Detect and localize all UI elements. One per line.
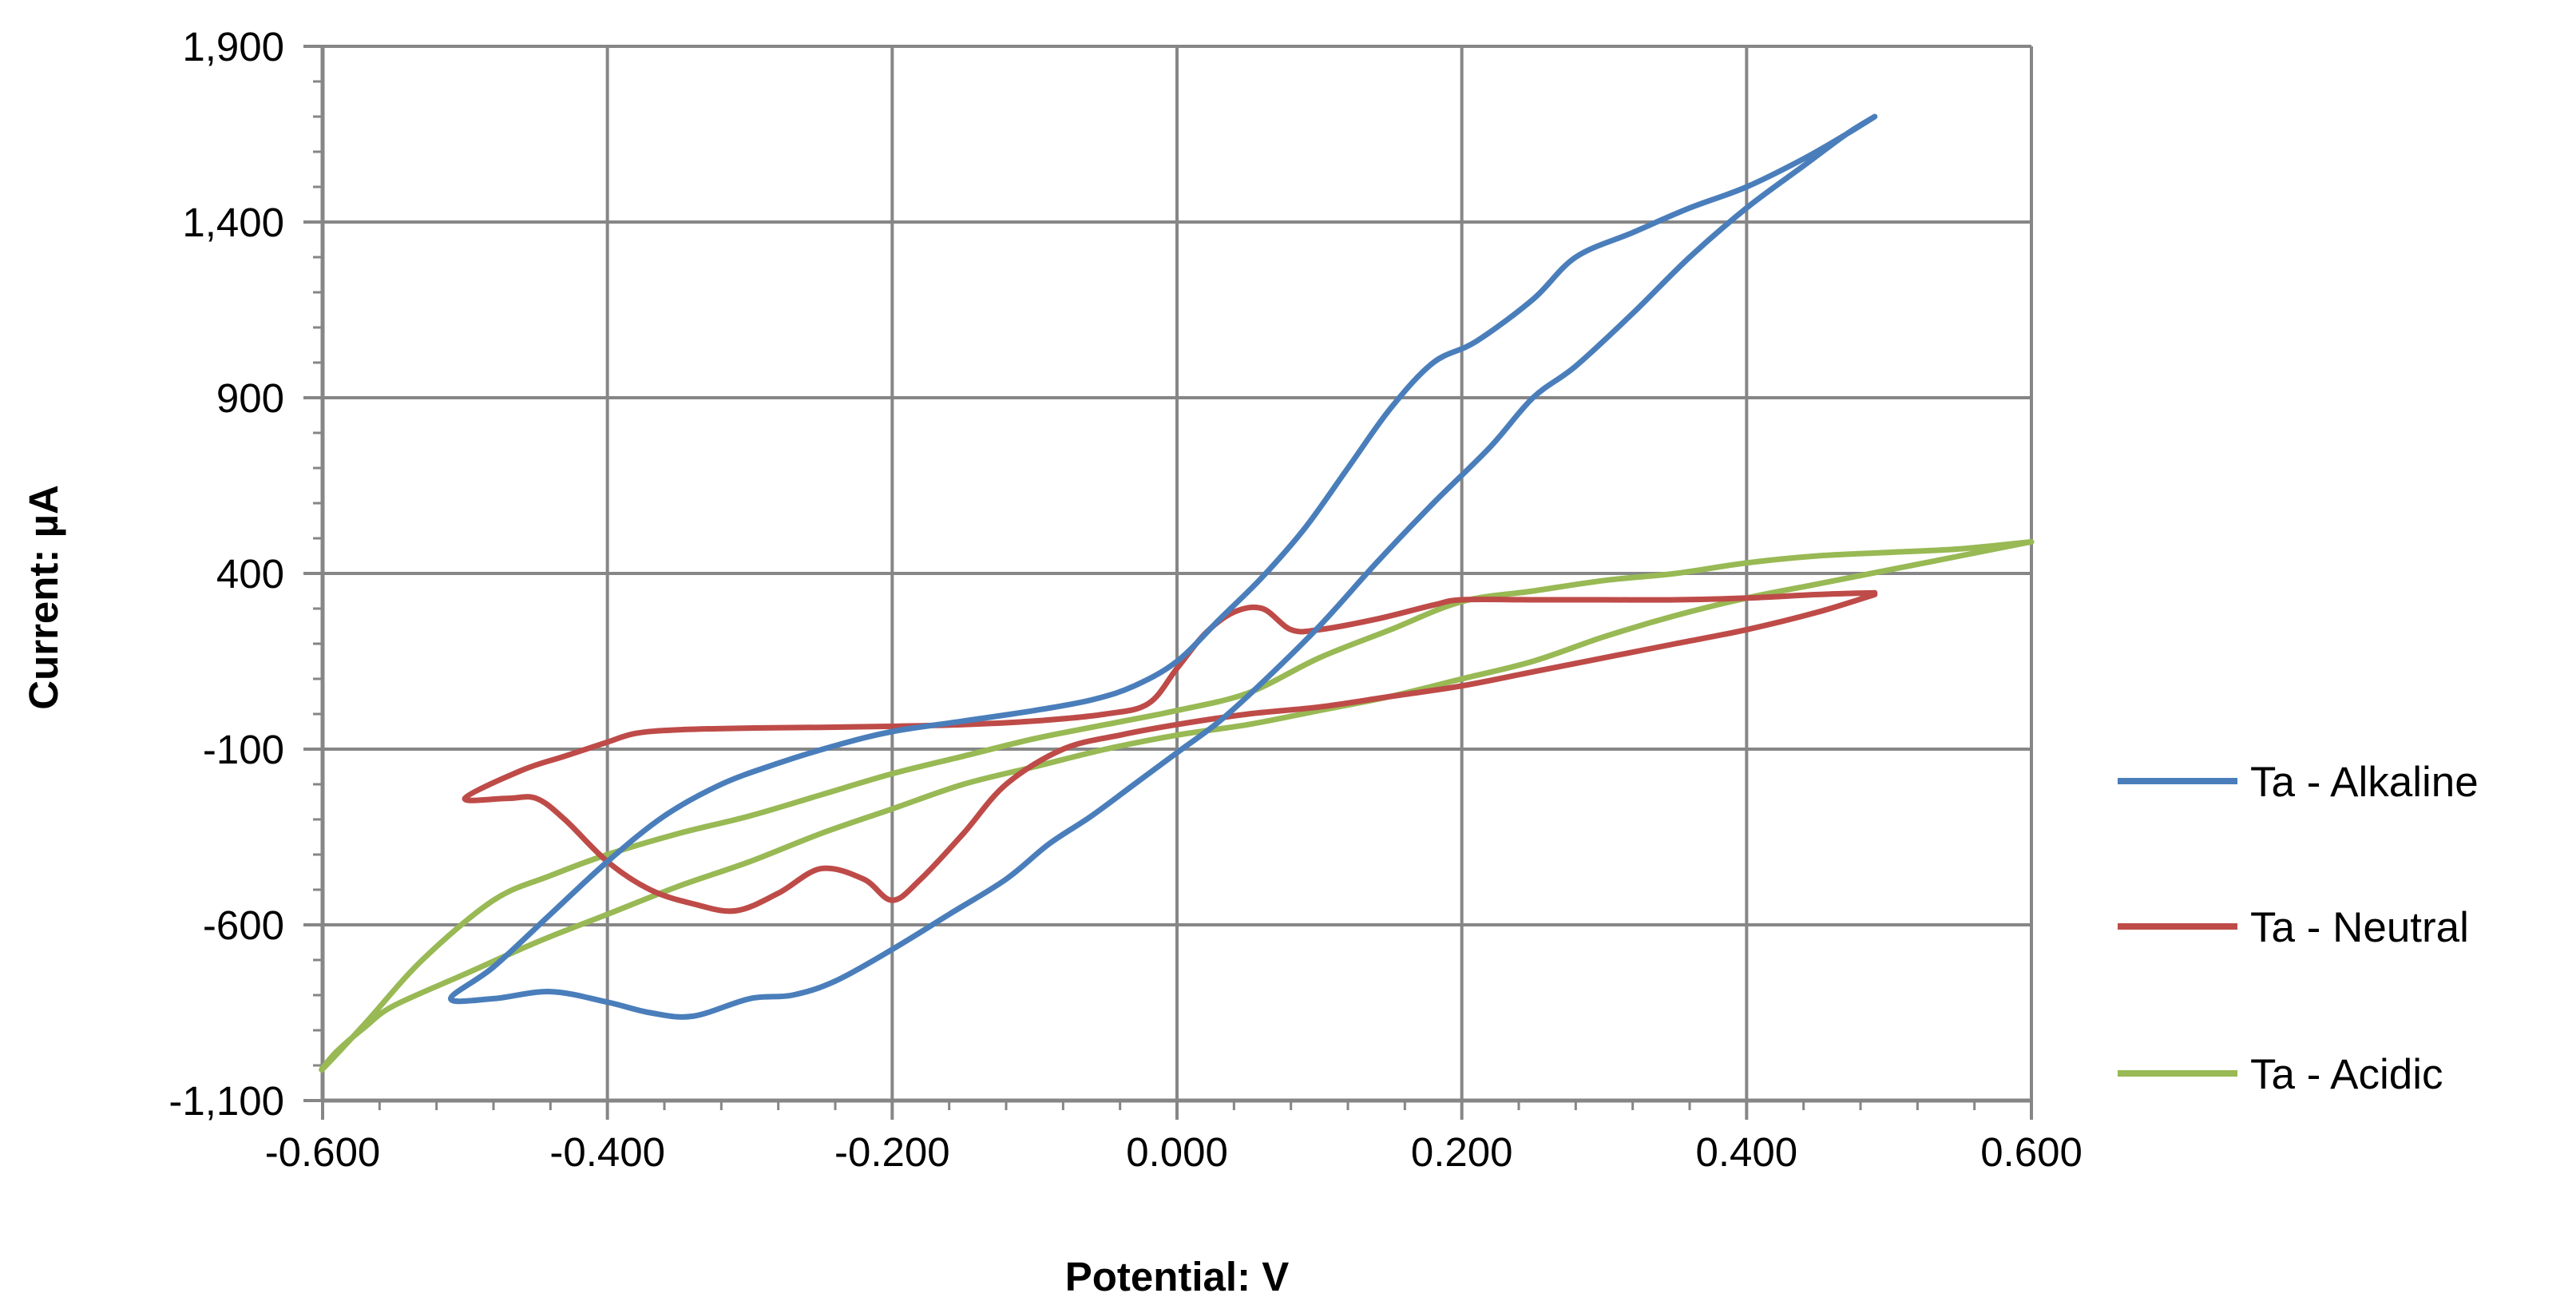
y-tick-label: -600 (203, 902, 284, 948)
y-tick-label: -1,100 (168, 1078, 284, 1124)
legend: Ta - Alkaline Ta - Neutral Ta - Acidic (2118, 759, 2479, 1098)
y-tick-label: 1,400 (182, 200, 284, 245)
x-tick-labels: -0.600 -0.400 -0.200 0.000 0.200 0.400 0.600 (265, 1129, 2083, 1175)
x-tick-label: -0.400 (549, 1129, 665, 1175)
series-line-ta-neutral (462, 589, 1878, 914)
series-line-ta-acidic (319, 538, 2035, 1073)
y-axis-title: Current: µA (21, 485, 66, 710)
y-tick-label: -100 (203, 727, 284, 772)
legend-label-ta-acidic: Ta - Acidic (2250, 1051, 2443, 1098)
x-tick-label: 0.600 (1980, 1129, 2083, 1175)
x-tick-label: 0.200 (1411, 1129, 1513, 1175)
y-tick-label: 400 (216, 551, 284, 597)
x-tick-label: 0.400 (1696, 1129, 1798, 1175)
x-tick-label: -0.600 (265, 1129, 381, 1175)
legend-label-ta-neutral: Ta - Neutral (2250, 904, 2469, 951)
x-axis-title: Potential: V (1065, 1254, 1290, 1299)
series-line-ta-alkaline (448, 113, 1878, 1020)
legend-label-ta-alkaline: Ta - Alkaline (2250, 759, 2479, 806)
x-tick-label: 0.000 (1126, 1129, 1228, 1175)
x-tick-label: -0.200 (834, 1129, 950, 1175)
axes (303, 45, 2033, 1120)
y-tick-label: 900 (216, 375, 284, 421)
series-layer (319, 113, 2035, 1073)
y-tick-labels: -1,100 -600 -100 400 900 1,400 1,900 (168, 24, 284, 1124)
y-tick-label: 1,900 (182, 24, 284, 69)
